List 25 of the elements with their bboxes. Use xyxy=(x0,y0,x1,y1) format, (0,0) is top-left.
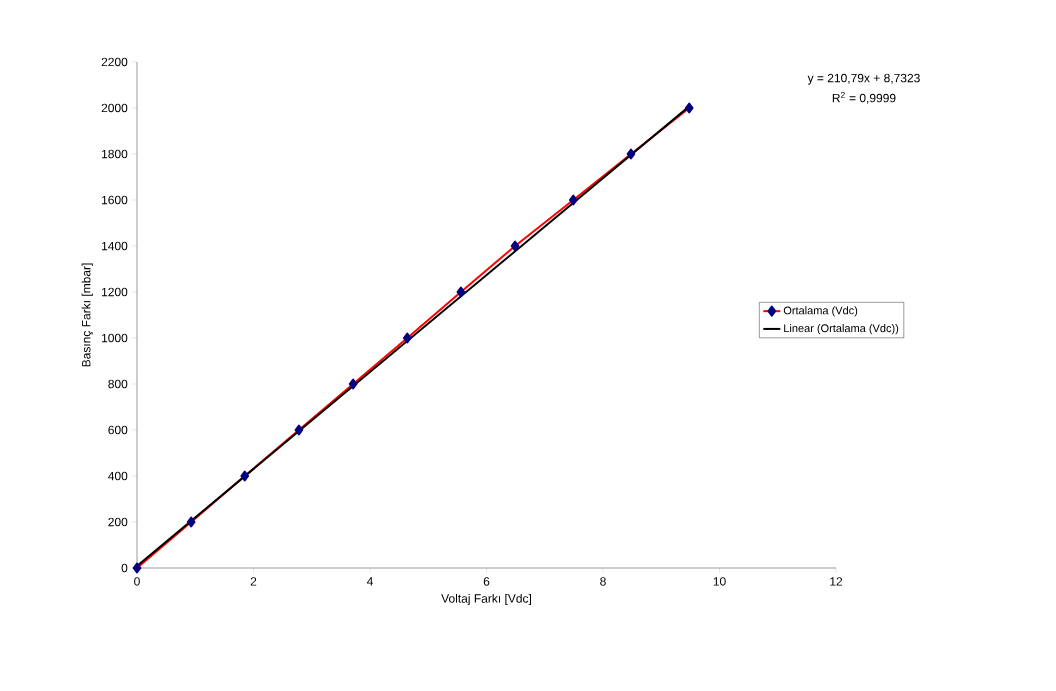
x-tick-label: 2 xyxy=(250,577,257,586)
y-tick-label: 1600 xyxy=(102,195,128,205)
x-tick-label: 12 xyxy=(830,577,843,586)
annotation: y = 210,79x + 8,7323 xyxy=(807,73,920,85)
y-tick-label: 1200 xyxy=(102,287,128,297)
y-tick-label: 1800 xyxy=(102,149,128,159)
x-tick-label: 0 xyxy=(134,577,140,586)
y-tick-label: 1000 xyxy=(102,333,128,343)
y-tick-label: 2200 xyxy=(101,57,128,67)
y-tick-label: 2000 xyxy=(101,103,128,113)
y-tick-label: 200 xyxy=(108,517,128,527)
annotation: R$^{2}$ = 0,9999 xyxy=(832,91,896,104)
y-tick-label: 800 xyxy=(108,379,128,389)
x-tick-label: 8 xyxy=(600,577,606,586)
legend-label: Ortalama (Vdc) xyxy=(783,306,858,317)
x-tick-label: 4 xyxy=(366,577,373,586)
x-tick-label: 10 xyxy=(713,577,726,586)
legend-label: Linear (Ortalama (Vdc)) xyxy=(784,324,899,335)
y-tick-label: 400 xyxy=(108,471,128,481)
y-tick-label: 600 xyxy=(108,425,128,435)
y-axis-title: Basınç Farkı [mbar] xyxy=(81,263,93,367)
y-tick-label: 1400 xyxy=(102,241,128,251)
y-tick-label: 0 xyxy=(121,563,128,573)
x-axis-title: Voltaj Farkı [Vdc] xyxy=(441,593,531,606)
x-tick-label: 6 xyxy=(483,577,490,586)
